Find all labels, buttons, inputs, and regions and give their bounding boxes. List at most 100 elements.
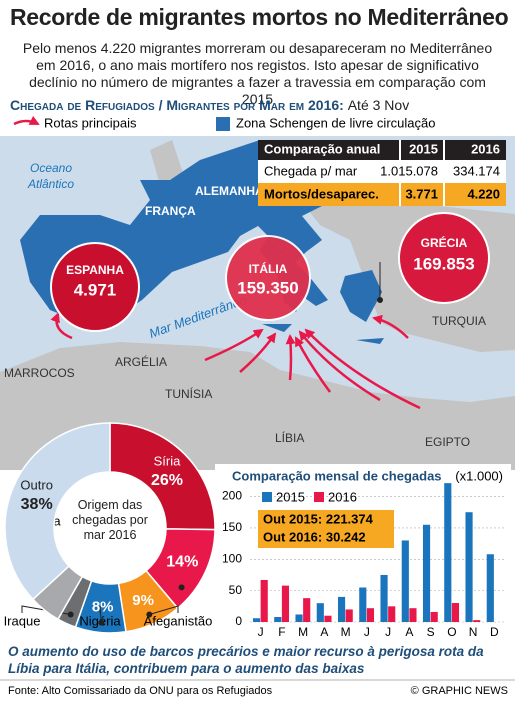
x-tick-label: J <box>385 625 391 639</box>
leader-dot <box>178 584 185 591</box>
bar <box>345 609 353 622</box>
bar <box>281 585 290 622</box>
leader-line <box>149 605 179 615</box>
annotation: Out 2015: 221.374 <box>263 511 374 526</box>
legend-label: Zona Schengen de livre circulação <box>236 115 435 130</box>
bar <box>303 598 311 622</box>
bubble-value: 159.350 <box>237 278 298 297</box>
route-arrow <box>204 328 264 362</box>
y-tick-label: 100 <box>222 551 242 565</box>
legend-label: 2016 <box>328 489 357 504</box>
segment-value: 26% <box>151 472 183 489</box>
subtitle: Pelo menos 4.220 migrantes morreram ou d… <box>22 40 493 107</box>
bar <box>401 540 409 622</box>
donut-chart: Síria26%14%Afeganistão9%Nigéria8%IraqueE… <box>4 422 216 634</box>
bar <box>366 608 375 622</box>
bubble-value: 169.853 <box>413 254 474 273</box>
map-label: TURQUIA <box>432 314 486 328</box>
annotation: Out 2016: 30.242 <box>263 529 366 544</box>
map-label: FRANÇA <box>145 204 196 218</box>
bar <box>486 554 494 622</box>
x-tick-label: N <box>469 625 478 639</box>
table-cell: Mortos/desaparec. <box>264 186 379 201</box>
table-cell: Chegada p/ mar <box>264 163 358 178</box>
legend-route <box>13 115 40 126</box>
bar <box>324 615 332 622</box>
bar <box>295 614 303 622</box>
y-tick-label: 200 <box>222 489 242 503</box>
bubble <box>398 212 490 304</box>
x-tick-label: J <box>364 625 370 639</box>
bar <box>380 574 388 622</box>
bar <box>473 620 481 622</box>
donut-segment <box>4 422 111 601</box>
schengen-greece <box>340 270 382 322</box>
table-cell: 3.771 <box>405 186 438 201</box>
bar-unit: (x1.000) <box>455 468 503 483</box>
table-cell: 4.220 <box>467 186 500 201</box>
x-tick-label: M <box>341 625 351 639</box>
bar <box>316 603 324 622</box>
x-tick-label: J <box>258 625 264 639</box>
x-tick-label: D <box>490 625 499 639</box>
map-label: MARROCOS <box>4 366 75 380</box>
route-arrow <box>372 314 409 339</box>
x-tick-label: O <box>447 625 456 639</box>
x-tick-label: F <box>278 625 285 639</box>
leader-dot <box>98 619 105 626</box>
comparison-table: Comparação anual 2015 2016 Chegada p/ ma… <box>258 140 506 206</box>
bar <box>388 606 396 622</box>
y-tick-label: 0 <box>235 614 242 628</box>
bar <box>422 524 431 622</box>
credit: © GRAPHIC NEWS <box>411 685 508 697</box>
table-cell: 334.174 <box>453 163 500 178</box>
note: O aumento do uso de barcos precários e m… <box>8 644 484 676</box>
table-cell: 1.015.078 <box>380 163 438 178</box>
section-title: Chegada de Refugiados / Migrantes por Ma… <box>10 97 344 113</box>
bubble <box>50 242 140 332</box>
bar <box>409 608 417 622</box>
route-arrow <box>298 330 381 402</box>
x-tick-label: M <box>298 625 308 639</box>
map-label: EGIPTO <box>425 435 470 449</box>
segment-name: Outro <box>20 477 53 492</box>
legend-swatch <box>262 492 272 502</box>
route-arrow <box>239 332 277 373</box>
segment-value: 14% <box>166 553 198 570</box>
bar <box>430 611 438 622</box>
segment-name: Afeganistão <box>144 613 213 628</box>
routes <box>50 312 421 410</box>
leader-dot <box>67 611 74 618</box>
route-arrow <box>50 312 73 340</box>
bar <box>252 618 261 622</box>
title: Recorde de migrantes mortos no Mediterrâ… <box>10 4 509 30</box>
bar-chart: Comparação mensal de chegadas (x1.000) 0 50… <box>215 464 511 642</box>
section-note: Até 3 Nov <box>347 97 410 113</box>
donut-title-box: Origem das chegadas por mar 2016 <box>72 498 148 542</box>
bubble-value: 4.971 <box>74 280 117 299</box>
sicily <box>262 324 292 332</box>
segment-name: Síria <box>154 453 182 468</box>
segment-value: 8% <box>92 599 114 616</box>
legend-label: Rotas principais <box>44 115 137 130</box>
x-tick-label: A <box>405 625 413 639</box>
map-label: ARGÉLIA <box>115 354 167 369</box>
bubble-name: ESPANHA <box>66 263 124 277</box>
legend-swatch <box>314 492 324 502</box>
donut-segment <box>109 422 216 531</box>
table-header: Comparação anual <box>264 141 380 156</box>
segment-name: Iraque <box>4 613 41 628</box>
segment-value: 9% <box>132 592 154 609</box>
legend: Rotas principais Zona Schengen de livre … <box>13 115 435 131</box>
bar <box>274 616 282 622</box>
route-arrow <box>294 336 332 393</box>
bar <box>359 587 367 622</box>
bubble <box>225 235 311 321</box>
legend-label: 2015 <box>276 489 305 504</box>
bar <box>337 596 346 622</box>
bubble-name: GRÉCIA <box>421 235 468 250</box>
country-bubbles: ESPANHA 4.971 ITÁLIA 159.350 GRÉCIA 169.… <box>50 212 490 332</box>
table-header: 2015 <box>409 141 438 156</box>
